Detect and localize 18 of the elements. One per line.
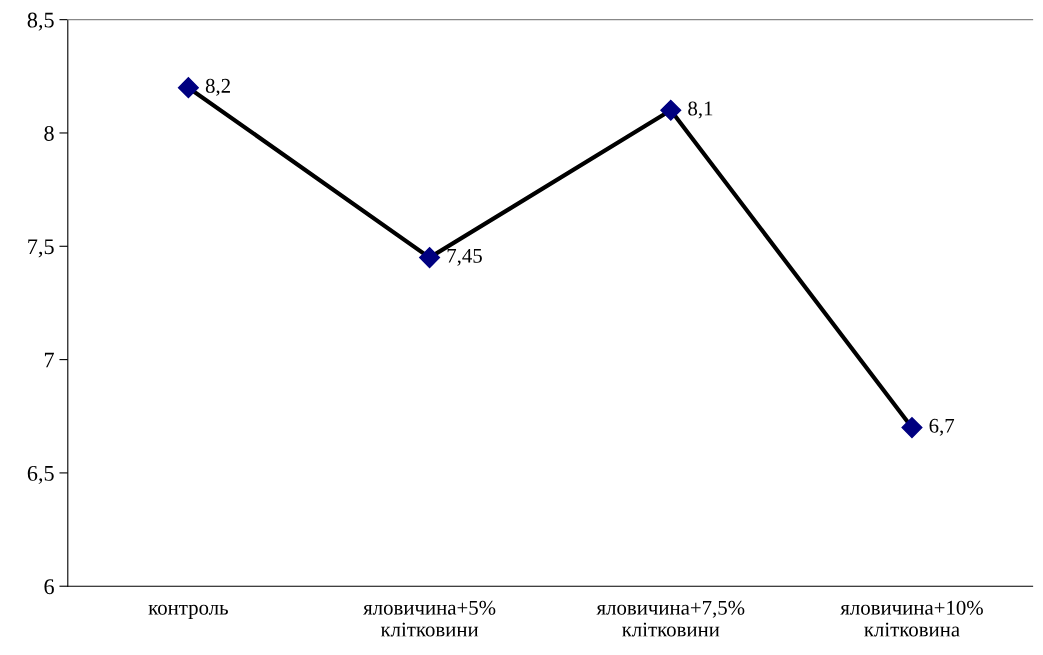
y-tick-label: 6 bbox=[44, 579, 54, 595]
point bbox=[660, 99, 682, 121]
point bbox=[177, 77, 199, 99]
point bbox=[901, 417, 923, 439]
y-tick-label: 8 bbox=[44, 125, 54, 141]
x-tick-label: яловичина+7,5% клітковини bbox=[596, 600, 745, 637]
y-tick-label: 7,5 bbox=[28, 239, 54, 258]
data-label: 7,45 bbox=[447, 248, 482, 266]
y-tick-label: 6,5 bbox=[27, 465, 54, 485]
x-tick-label: яловичина+10% клітковина bbox=[840, 600, 983, 637]
data-label: 8,2 bbox=[205, 78, 230, 96]
x-tick-label: контроль bbox=[148, 604, 228, 620]
y-tick-label: 8,5 bbox=[27, 12, 54, 31]
x-tick-label: яловичина+5% клітковини bbox=[363, 600, 496, 637]
data-label: 6,7 bbox=[929, 418, 955, 436]
data-label: 8,1 bbox=[688, 101, 713, 119]
y-tick-label: 7 bbox=[44, 352, 54, 368]
point bbox=[419, 247, 441, 269]
